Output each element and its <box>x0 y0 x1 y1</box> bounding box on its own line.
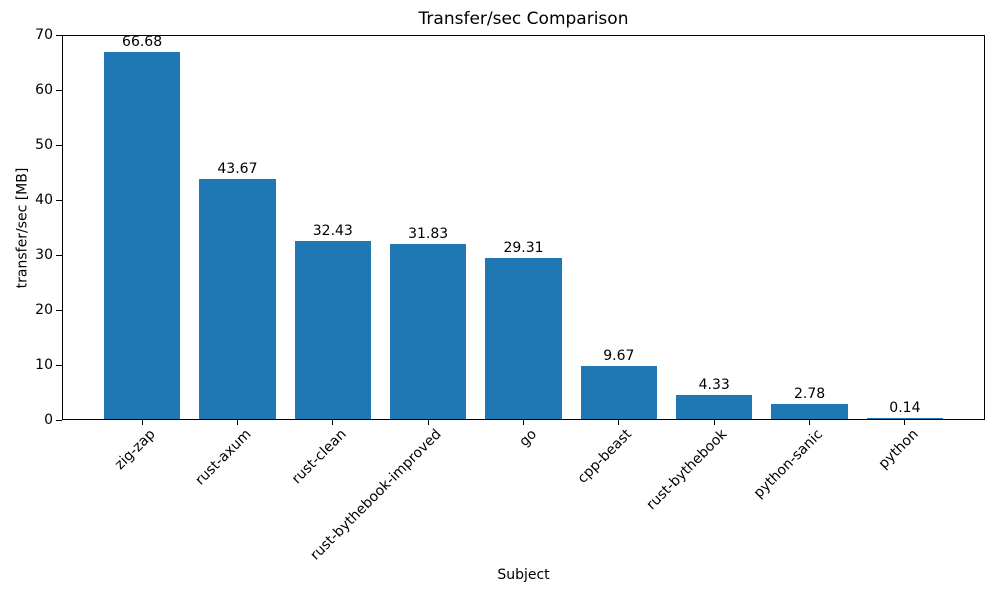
y-tick-label: 10 <box>35 357 53 373</box>
bar-cpp-beast <box>580 365 657 419</box>
bar-value-label: 9.67 <box>603 347 635 364</box>
y-tick-label: 0 <box>44 412 53 428</box>
x-tick-mark <box>141 420 143 425</box>
bar-zig-zap <box>103 52 181 419</box>
bar-value-label: 32.43 <box>312 222 353 239</box>
x-tick-label: go <box>516 426 541 450</box>
x-tick-label: python <box>875 426 922 473</box>
y-tick-mark <box>56 254 62 256</box>
x-tick-label: cpp-beast <box>575 426 636 487</box>
y-tick-label: 50 <box>35 137 53 153</box>
bar-rust-clean <box>294 240 371 419</box>
bar-value-label: 31.83 <box>408 225 449 242</box>
bar-value-label: 2.78 <box>793 385 826 402</box>
x-tick-label: rust-axum <box>191 426 255 489</box>
y-tick-mark <box>56 144 62 146</box>
x-tick-label: python-sanic <box>750 426 827 502</box>
y-tick-label: 70 <box>35 27 53 43</box>
bar-rust-bythebook <box>676 395 753 419</box>
bar-value-label: 29.31 <box>503 239 544 256</box>
bar-rust-axum <box>199 178 276 419</box>
bar-value-label: 0.14 <box>889 400 921 416</box>
bar-value-label: 43.67 <box>217 160 258 177</box>
y-tick-mark <box>56 419 62 421</box>
x-tick-mark <box>523 420 524 425</box>
y-tick-mark <box>56 89 62 91</box>
y-tick-mark <box>56 364 62 366</box>
plot-area <box>62 35 985 420</box>
y-tick-label: 40 <box>35 192 53 208</box>
y-tick-mark <box>56 34 62 36</box>
bar-go <box>485 257 562 419</box>
y-axis-label: transfer/sec [MB] <box>14 167 31 288</box>
y-tick-mark <box>56 309 62 311</box>
x-tick-mark <box>809 420 811 425</box>
bar-value-label: 4.33 <box>698 377 730 394</box>
bar-python-sanic <box>771 403 848 419</box>
bar-value-label: 66.68 <box>122 34 163 51</box>
x-tick-label: rust-bythebook <box>644 426 731 514</box>
y-tick-label: 20 <box>35 302 53 318</box>
x-tick-mark <box>904 420 906 425</box>
bar-python <box>866 418 944 419</box>
x-axis-label: Subject <box>497 567 550 583</box>
x-tick-mark <box>618 420 620 425</box>
bar-rust-bythebook-improved <box>390 243 467 419</box>
x-tick-mark <box>713 420 715 425</box>
y-tick-label: 30 <box>35 247 53 263</box>
x-tick-label: zig-zap <box>112 426 159 473</box>
x-tick-mark <box>332 420 334 425</box>
x-tick-mark <box>427 420 429 425</box>
chart-title: Transfer/sec Comparison <box>418 9 629 29</box>
y-tick-label: 60 <box>35 82 53 98</box>
x-tick-label: rust-clean <box>288 426 350 488</box>
y-tick-mark <box>56 199 62 201</box>
x-tick-mark <box>236 420 238 425</box>
